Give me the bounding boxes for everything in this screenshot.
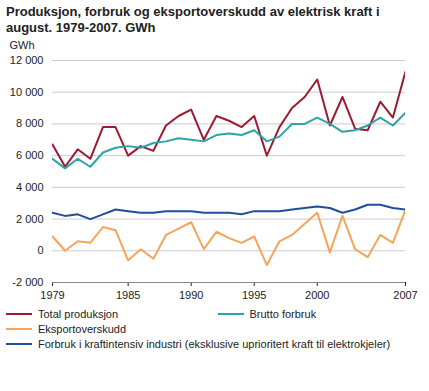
svg-text:4 000: 4 000: [16, 181, 44, 193]
svg-text:10 000: 10 000: [10, 86, 44, 98]
svg-text:1995: 1995: [242, 289, 266, 301]
html-text:Brutto forbruk: Brutto forbruk: [249, 308, 317, 320]
html-text:Forbruk i kraftintensiv indust: Forbruk i kraftintensiv industri (eksklu…: [38, 338, 391, 350]
svg-text:1979: 1979: [40, 289, 64, 301]
html-text:Eksportoverskudd: Eksportoverskudd: [38, 323, 126, 335]
svg-text:2 000: 2 000: [16, 213, 44, 225]
svg-text:2000: 2000: [305, 289, 329, 301]
svg-text:2007: 2007: [393, 289, 417, 301]
html-text:Produksjon, forbruk og eksport: Produksjon, forbruk og eksportoverskudd …: [6, 4, 380, 35]
svg-text:1990: 1990: [179, 289, 203, 301]
svg-text:6 000: 6 000: [16, 149, 44, 161]
svg-text:1985: 1985: [116, 289, 140, 301]
svg-text:0: 0: [37, 244, 43, 256]
html-text:Total produksjon: Total produksjon: [38, 308, 119, 320]
svg-text:GWh: GWh: [10, 39, 35, 51]
svg-text:12 000: 12 000: [10, 54, 44, 66]
svg-text:-2 000: -2 000: [12, 276, 43, 288]
svg-text:8 000: 8 000: [16, 117, 44, 129]
